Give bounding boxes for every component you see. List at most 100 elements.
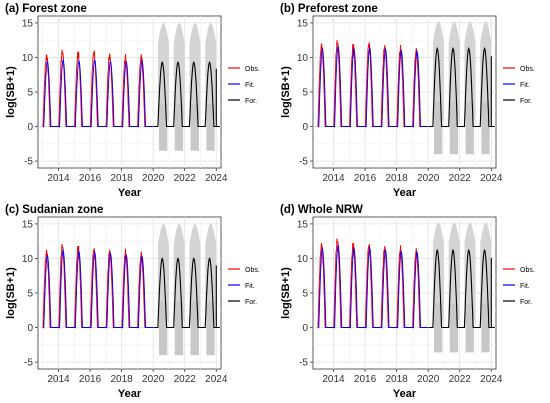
x-tick-label: 2018 bbox=[110, 173, 133, 184]
forecast-band-lower bbox=[481, 327, 490, 353]
x-tick-label: 2024 bbox=[205, 374, 228, 385]
y-tick-label: 5 bbox=[27, 88, 33, 99]
legend-label: For. bbox=[520, 98, 532, 105]
panel-3: (c) Sudanian zone -5 0 5 10 15 2014 2016 2018 202… bbox=[5, 204, 260, 400]
legend-label: Obs. bbox=[520, 267, 535, 274]
x-axis-label: Year bbox=[118, 388, 142, 400]
x-tick-label: 2016 bbox=[354, 374, 377, 385]
series-fitted-line bbox=[318, 243, 429, 329]
x-tick-label: 2022 bbox=[174, 173, 197, 184]
x-tick-label: 2014 bbox=[47, 173, 70, 184]
forecast-band-upper bbox=[157, 22, 169, 127]
y-tick-label: 15 bbox=[22, 219, 34, 230]
forecast-band-inner bbox=[206, 301, 215, 328]
panel-title: (c) Sudanian zone bbox=[5, 204, 103, 216]
forecast-band-upper bbox=[464, 222, 476, 328]
series-forecast-line bbox=[154, 257, 220, 329]
y-tick-label: 15 bbox=[22, 18, 34, 29]
y-tick-label: 10 bbox=[297, 254, 309, 265]
legend-label: Obs. bbox=[245, 66, 260, 73]
forecast-band-lower bbox=[159, 126, 168, 151]
forecast-band-inner bbox=[159, 301, 168, 328]
y-tick-label: 0 bbox=[302, 122, 308, 133]
x-tick-label: 2018 bbox=[110, 374, 133, 385]
prediction-interval bbox=[157, 223, 217, 356]
x-tick-label: 2016 bbox=[354, 173, 377, 184]
x-tick-label: 2016 bbox=[79, 173, 102, 184]
forecast-band-lower bbox=[206, 327, 215, 356]
forecast-band-inner bbox=[190, 301, 199, 328]
forecast-band-lower bbox=[434, 327, 443, 353]
x-tick-label: 2014 bbox=[47, 374, 70, 385]
forecast-band-upper bbox=[205, 223, 217, 328]
forecast-band-upper bbox=[480, 222, 492, 328]
forecast-band-upper bbox=[432, 222, 444, 328]
forecast-band-lower bbox=[174, 126, 184, 151]
x-tick-label: 2022 bbox=[449, 173, 472, 184]
forecast-band-inner bbox=[481, 303, 490, 328]
forecast-band-lower bbox=[465, 327, 474, 353]
legend: Obs. Fit. For. bbox=[503, 66, 535, 105]
x-tick-label: 2020 bbox=[142, 173, 165, 184]
y-tick-label: 5 bbox=[302, 88, 308, 99]
series-observed-line bbox=[42, 244, 153, 329]
x-tick-label: 2020 bbox=[417, 374, 440, 385]
y-tick-label: 5 bbox=[302, 289, 308, 300]
x-tick-label: 2020 bbox=[142, 374, 165, 385]
forecast-band-inner bbox=[434, 303, 443, 328]
forecast-band-lower bbox=[174, 327, 184, 356]
y-axis-label: log(SB+1) bbox=[280, 267, 292, 319]
legend-label: Fit. bbox=[520, 82, 530, 89]
legend-label: For. bbox=[245, 299, 257, 306]
forecast-band-inner bbox=[159, 103, 168, 127]
series-observed-line bbox=[42, 49, 153, 128]
forecast-band-lower bbox=[206, 126, 215, 151]
y-tick-label: 10 bbox=[297, 53, 309, 64]
panel-4: (d) Whole NRW -5 0 5 10 15 2014 2016 2018 2020 202… bbox=[280, 204, 535, 400]
x-tick-label: 2018 bbox=[385, 173, 408, 184]
x-tick-label: 2022 bbox=[449, 374, 472, 385]
forecast-band-inner bbox=[190, 103, 199, 127]
legend: Obs. Fit. For. bbox=[228, 66, 260, 105]
forecast-band-inner bbox=[434, 102, 443, 127]
legend-label: For. bbox=[245, 98, 257, 105]
legend-label: Fit. bbox=[245, 82, 255, 89]
series-observed-line bbox=[317, 238, 428, 329]
series-forecast-line bbox=[429, 46, 495, 128]
forecast-band-upper bbox=[432, 21, 444, 127]
x-tick-label: 2024 bbox=[480, 173, 503, 184]
legend-label: Fit. bbox=[520, 283, 530, 290]
forecast-band-inner bbox=[481, 102, 490, 127]
forecast-band-lower bbox=[190, 126, 199, 151]
legend-label: Fit. bbox=[245, 283, 255, 290]
panel-2: (b) Preforest zone -5 0 5 10 15 2014 2016 2018 20… bbox=[280, 3, 535, 199]
series-fitted-line bbox=[43, 58, 154, 128]
forecast-band-lower bbox=[449, 126, 459, 155]
forecast-band-inner bbox=[174, 103, 184, 127]
y-tick-label: 10 bbox=[22, 53, 34, 64]
panel-title: (b) Preforest zone bbox=[280, 3, 378, 15]
series-fitted-line bbox=[43, 248, 154, 329]
forecast-band-lower bbox=[465, 126, 474, 155]
forecast-band-inner bbox=[465, 303, 474, 328]
y-axis-label: log(SB+1) bbox=[280, 66, 292, 118]
y-tick-label: 0 bbox=[302, 323, 308, 334]
y-tick-label: -5 bbox=[24, 358, 33, 369]
x-tick-label: 2020 bbox=[417, 173, 440, 184]
panel-1: (a) Forest zone -5 0 5 10 15 2014 2016 2018 2020 2… bbox=[5, 3, 260, 199]
x-axis-label: Year bbox=[118, 187, 142, 199]
legend: Obs. Fit. For. bbox=[503, 267, 535, 306]
y-tick-label: 15 bbox=[297, 219, 309, 230]
y-tick-label: 0 bbox=[27, 122, 33, 133]
x-tick-label: 2014 bbox=[322, 173, 345, 184]
legend-label: For. bbox=[520, 299, 532, 306]
forecast-band-inner bbox=[449, 102, 459, 127]
forecast-band-upper bbox=[480, 21, 492, 127]
forecast-band-inner bbox=[174, 301, 184, 328]
forecast-band-inner bbox=[465, 102, 474, 127]
series-forecast-line bbox=[429, 248, 495, 329]
prediction-interval bbox=[432, 21, 492, 155]
forecast-band-lower bbox=[434, 126, 443, 155]
x-tick-label: 2024 bbox=[480, 374, 503, 385]
